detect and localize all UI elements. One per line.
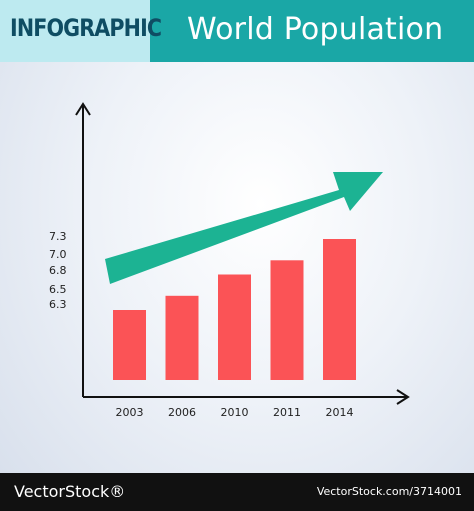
x-tick-2006: 2006 <box>168 406 196 419</box>
y-tick-6.8: 6.8 <box>49 264 67 277</box>
infographic-tag-label: INFOGRAPHIC <box>10 14 162 42</box>
x-axis-arrowhead <box>396 389 410 405</box>
bar-2014 <box>323 239 356 380</box>
vectorstock-logo: VectorStock® <box>14 482 126 501</box>
x-tick-2014: 2014 <box>326 406 354 419</box>
y-tick-7.3: 7.3 <box>49 230 67 243</box>
infographic-tag: INFOGRAPHIC <box>0 0 162 62</box>
y-tick-6.3: 6.3 <box>49 298 67 311</box>
x-tick-labels: 2003 2006 2010 2011 2014 <box>116 406 354 419</box>
trend-arrow-shape <box>105 172 383 284</box>
chart-axes <box>75 102 410 405</box>
y-tick-6.5: 6.5 <box>49 283 67 296</box>
population-bar-chart: 2003 2006 2010 2011 2014 6.3 6.5 6.8 7.0 7.3 <box>49 102 410 419</box>
chart-bars <box>113 239 356 380</box>
image-id-label: VectorStock.com/3714001 <box>316 485 462 498</box>
y-axis-arrowhead <box>75 102 91 116</box>
x-tick-2011: 2011 <box>273 406 301 419</box>
page-title: World Population <box>187 12 444 47</box>
bar-2006 <box>165 295 199 380</box>
footer-bar: VectorStock® VectorStock.com/3714001 <box>0 473 474 511</box>
bar-2010 <box>218 274 251 380</box>
trend-arrow <box>105 172 383 284</box>
x-tick-2003: 2003 <box>116 406 144 419</box>
bar-2011 <box>270 260 304 380</box>
y-tick-7.0: 7.0 <box>49 248 67 261</box>
x-tick-2010: 2010 <box>221 406 249 419</box>
header-bar: INFOGRAPHIC World Population <box>0 0 474 62</box>
y-tick-labels: 6.3 6.5 6.8 7.0 7.3 <box>49 230 67 311</box>
bar-2003 <box>113 310 146 380</box>
